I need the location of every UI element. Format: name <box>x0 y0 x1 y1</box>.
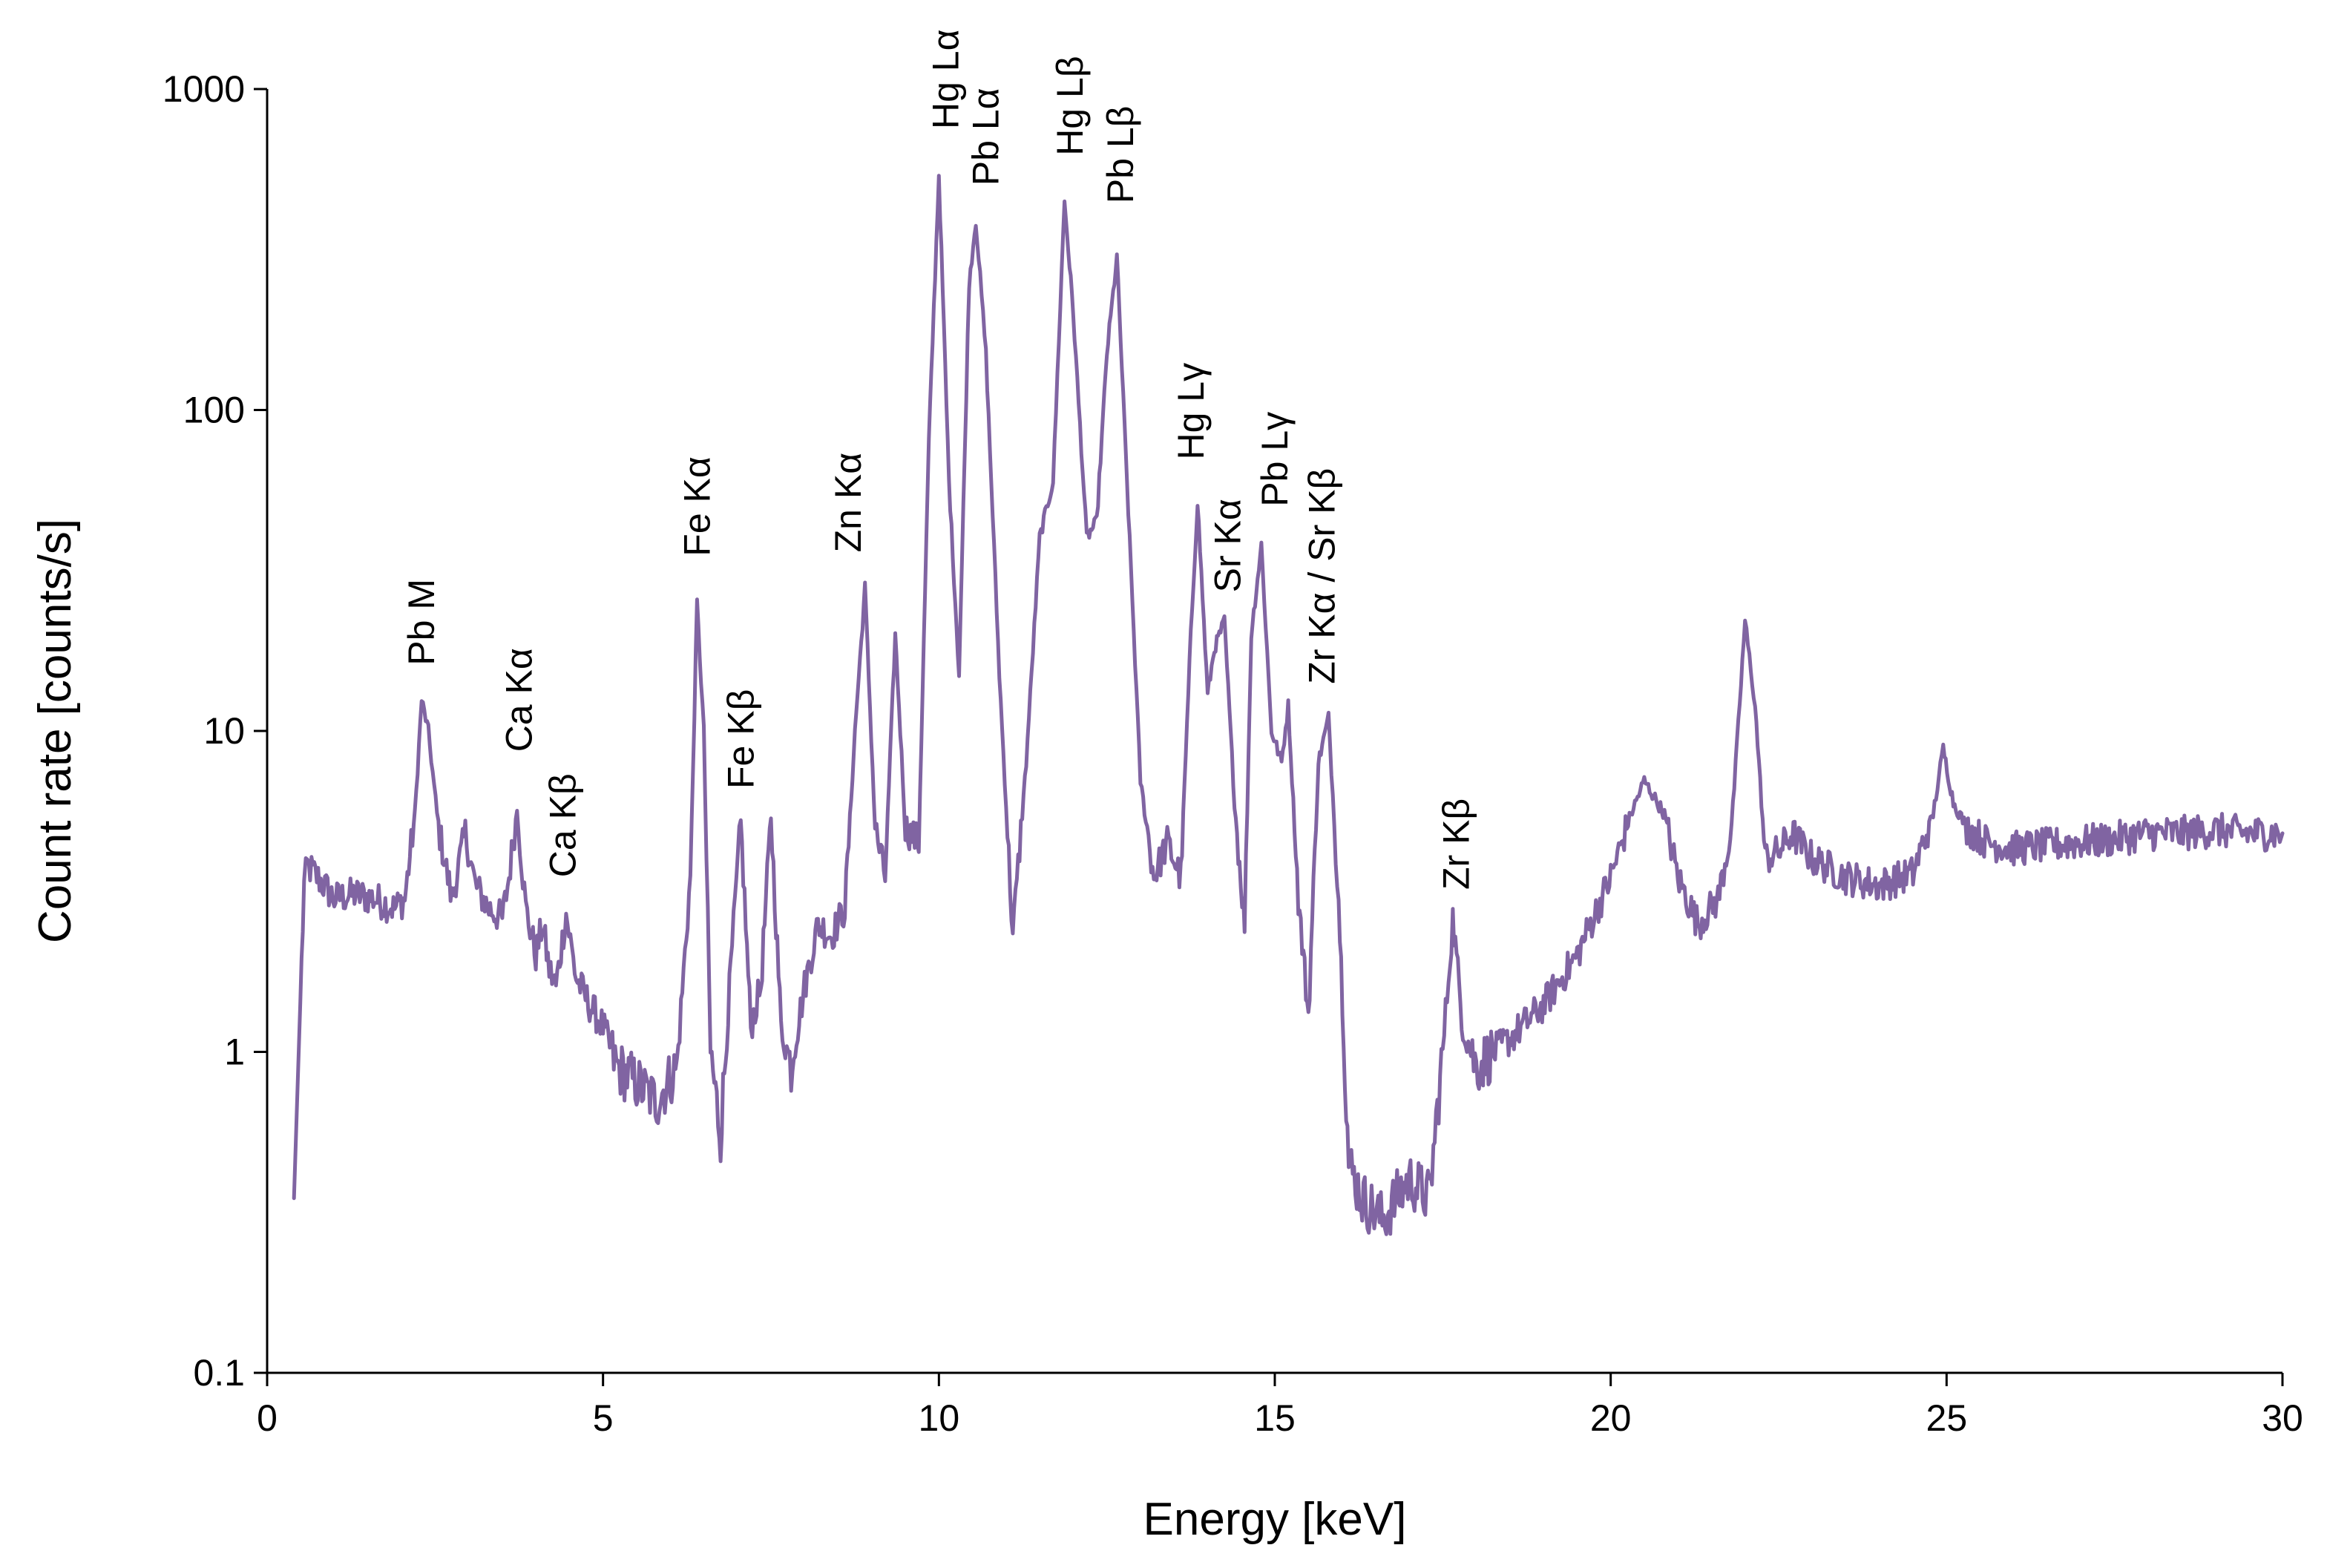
peak-label: Zr Kα / Sr Kβ <box>1301 468 1342 684</box>
peak-label: Pb Lβ <box>1100 106 1141 204</box>
x-tick-label: 30 <box>2262 1397 2303 1439</box>
x-tick-label: 0 <box>257 1397 278 1439</box>
y-tick-label: 1000 <box>163 68 245 110</box>
peak-label: Ca Kα <box>499 648 540 752</box>
peak-label: Zn Kα <box>827 453 869 553</box>
series-line <box>292 174 2285 1236</box>
x-tick-label: 10 <box>919 1397 960 1439</box>
y-tick-label: 1 <box>224 1031 245 1073</box>
peak-label: Ca Kβ <box>542 773 583 877</box>
peak-label: Pb Lγ <box>1254 412 1296 507</box>
y-tick-label: 0.1 <box>193 1352 245 1394</box>
peak-label: Hg Lγ <box>1170 363 1212 460</box>
y-tick-label: 10 <box>203 710 245 752</box>
y-axis-ticks: 0.1 1 10 100 1000 <box>163 68 267 1394</box>
y-axis-title: Count rate [counts/s] <box>30 519 81 943</box>
peak-label: Zr Kβ <box>1435 798 1477 890</box>
x-tick-label: 20 <box>1590 1397 1632 1439</box>
peak-label: Pb Lα <box>965 88 1007 186</box>
peak-label: Hg Lα <box>925 29 966 129</box>
peak-label: Hg Lβ <box>1049 56 1091 155</box>
x-tick-label: 25 <box>1926 1397 1968 1439</box>
series-layer <box>292 174 2285 1236</box>
x-tick-label: 5 <box>593 1397 614 1439</box>
peak-label: Pb M <box>401 579 442 666</box>
peak-label: Fe Kβ <box>720 689 761 789</box>
peak-label: Fe Kα <box>676 456 718 557</box>
x-axis-title: Energy [keV] <box>1143 1494 1407 1545</box>
peak-label: Sr Kα <box>1207 499 1249 592</box>
y-tick-label: 100 <box>183 390 245 431</box>
x-axis-ticks: 0 5 10 15 20 25 30 <box>257 1373 2303 1439</box>
x-tick-label: 15 <box>1254 1397 1296 1439</box>
